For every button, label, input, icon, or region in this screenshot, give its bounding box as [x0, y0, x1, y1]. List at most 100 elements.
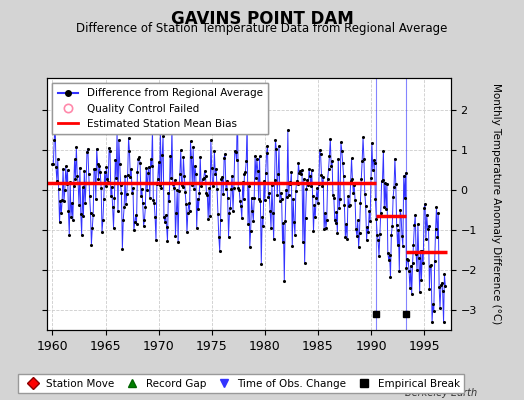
- Point: [114, 208, 122, 214]
- Point: [216, 217, 225, 223]
- Point: [102, 164, 111, 170]
- Point: [161, 218, 169, 225]
- Point: [362, 203, 370, 210]
- Point: [224, 233, 233, 240]
- Point: [369, 157, 378, 164]
- Point: [160, 214, 168, 220]
- Point: [275, 143, 283, 150]
- Point: [332, 209, 341, 215]
- Point: [237, 215, 246, 222]
- Point: [71, 175, 80, 182]
- Point: [340, 202, 348, 208]
- Point: [311, 214, 320, 220]
- Point: [281, 218, 289, 224]
- Point: [201, 173, 210, 179]
- Point: [208, 165, 216, 171]
- Point: [65, 232, 73, 238]
- Point: [147, 156, 155, 162]
- Point: [51, 119, 59, 126]
- Point: [64, 208, 73, 214]
- Point: [78, 232, 86, 238]
- Point: [119, 217, 127, 223]
- Point: [285, 191, 293, 198]
- Point: [287, 169, 296, 176]
- Point: [278, 238, 287, 245]
- Point: [169, 185, 178, 192]
- Point: [87, 241, 95, 248]
- Point: [339, 159, 347, 166]
- Text: GAVINS POINT DAM: GAVINS POINT DAM: [171, 10, 353, 28]
- Point: [93, 161, 102, 167]
- Point: [422, 236, 430, 242]
- Point: [244, 221, 252, 227]
- Point: [356, 200, 365, 206]
- Point: [385, 252, 394, 258]
- Point: [420, 205, 428, 212]
- Point: [342, 220, 351, 227]
- Point: [408, 260, 417, 266]
- Point: [129, 227, 138, 234]
- Point: [313, 185, 321, 192]
- Point: [247, 195, 256, 201]
- Point: [276, 198, 284, 204]
- Point: [144, 170, 152, 176]
- Point: [127, 166, 135, 172]
- Point: [433, 234, 442, 241]
- Point: [384, 250, 392, 256]
- Point: [77, 210, 85, 217]
- Point: [182, 200, 190, 207]
- Point: [264, 194, 272, 200]
- Point: [178, 182, 186, 188]
- Point: [343, 236, 351, 242]
- Point: [232, 157, 241, 163]
- Text: Berkeley Earth: Berkeley Earth: [405, 388, 477, 398]
- Point: [152, 181, 161, 187]
- Point: [363, 237, 371, 243]
- Point: [194, 206, 203, 213]
- Point: [72, 144, 81, 151]
- Point: [383, 180, 391, 187]
- Point: [246, 228, 255, 234]
- Point: [61, 187, 69, 193]
- Point: [135, 154, 144, 160]
- Point: [252, 175, 260, 181]
- Point: [303, 176, 311, 183]
- Point: [201, 168, 209, 174]
- Point: [387, 232, 396, 238]
- Point: [421, 200, 429, 207]
- Point: [168, 124, 176, 130]
- Point: [412, 251, 420, 258]
- Point: [184, 200, 193, 206]
- Point: [367, 174, 375, 181]
- Point: [290, 219, 298, 225]
- Point: [368, 167, 377, 174]
- Point: [221, 151, 229, 157]
- Point: [48, 160, 57, 167]
- Point: [147, 162, 156, 169]
- Point: [255, 153, 264, 160]
- Point: [274, 171, 282, 178]
- Point: [355, 230, 364, 236]
- Point: [231, 148, 239, 154]
- Point: [226, 205, 235, 211]
- Point: [93, 146, 101, 152]
- Point: [257, 260, 266, 267]
- Point: [366, 218, 374, 224]
- Point: [380, 204, 388, 210]
- Point: [120, 204, 128, 210]
- Point: [69, 217, 77, 223]
- Point: [364, 228, 373, 235]
- Point: [326, 136, 334, 142]
- Point: [92, 196, 100, 203]
- Point: [305, 166, 313, 173]
- Point: [370, 160, 379, 166]
- Point: [70, 156, 79, 163]
- Point: [317, 172, 325, 178]
- Point: [126, 174, 135, 180]
- Point: [426, 263, 434, 269]
- Point: [431, 258, 439, 264]
- Point: [436, 282, 445, 288]
- Point: [376, 231, 384, 237]
- Point: [222, 186, 230, 192]
- Point: [195, 190, 203, 196]
